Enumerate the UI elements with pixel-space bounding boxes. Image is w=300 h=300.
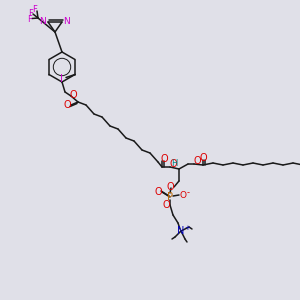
Text: N: N [177,226,185,236]
Text: +: + [184,225,190,231]
Text: O: O [179,190,187,200]
Text: O: O [63,100,71,110]
Text: O: O [199,153,207,163]
Text: O: O [166,182,174,192]
Text: O: O [162,200,170,210]
Text: N: N [40,16,46,26]
Text: N: N [64,16,70,26]
Text: -: - [187,188,190,197]
Text: O: O [193,156,201,166]
Text: P: P [167,192,173,202]
Text: F: F [33,4,38,14]
Text: F: F [28,8,33,17]
Text: O: O [69,90,77,100]
Text: O: O [160,154,168,164]
Text: O: O [169,159,177,169]
Text: H: H [171,160,177,169]
Text: I: I [60,74,62,83]
Text: F: F [28,14,32,23]
Text: O: O [154,187,162,197]
